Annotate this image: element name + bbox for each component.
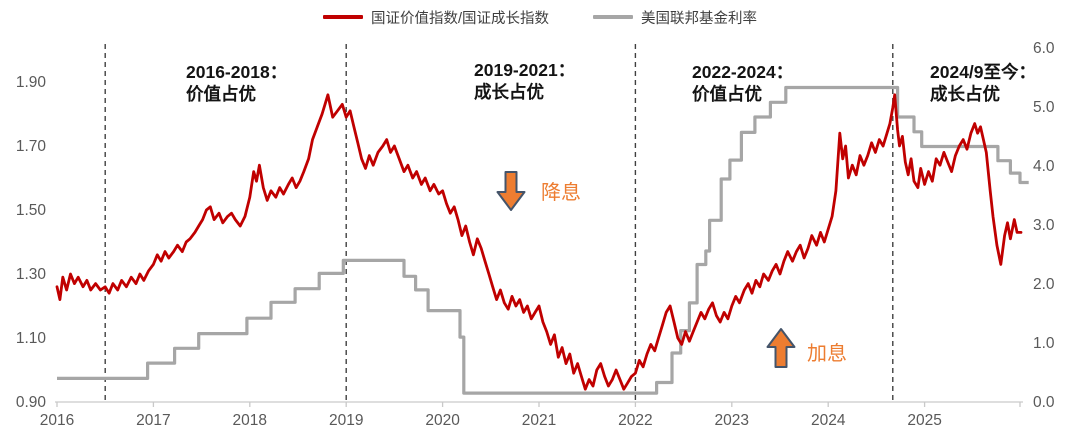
legend: 国证价值指数/国证成长指数 美国联邦基金利率 — [0, 6, 1080, 28]
annotation-winner-text: 成长占优 — [930, 84, 1000, 104]
y-axis-left-label: 1.30 — [16, 266, 47, 283]
value-growth-ratio-swatch-icon — [322, 15, 363, 19]
fed-funds-rate-legend-label: 美国联邦基金利率 — [641, 10, 758, 27]
legend-item-fed-funds-rate: 美国联邦基金利率 — [593, 7, 757, 28]
y-axis-left-label: 1.70 — [16, 138, 47, 155]
y-axis-right-label: 1.0 — [1033, 335, 1055, 352]
y-axis-right-label: 6.0 — [1033, 40, 1055, 57]
annotation-winner-text: 价值占优 — [692, 84, 762, 104]
x-axis-label: 2019 — [329, 412, 363, 429]
y-axis-left-label: 1.90 — [16, 74, 47, 91]
annotation-period-text: 2022-2024： — [692, 62, 794, 82]
x-axis-label: 2023 — [715, 412, 749, 429]
annotation-2024-9-to-now-growth: 2024/9至今： 成长占优 — [930, 61, 1036, 105]
x-axis-label: 2018 — [233, 412, 267, 429]
y-axis-right-label: 5.0 — [1033, 99, 1055, 116]
x-axis-label: 2024 — [811, 412, 846, 429]
annotation-2022-2024-value: 2022-2024： 价值占优 — [692, 61, 793, 105]
value-growth-ratio-line — [55, 93, 1023, 391]
x-axis-label: 2020 — [425, 412, 460, 429]
fed-funds-rate-swatch-icon — [593, 15, 634, 19]
x-axis-label: 2025 — [907, 412, 941, 429]
x-axis-label: 2022 — [618, 412, 652, 429]
y-axis-right-label: 4.0 — [1033, 158, 1055, 175]
y-axis-right-label: 3.0 — [1033, 217, 1055, 234]
y-axis-right-label: 2.0 — [1033, 276, 1055, 293]
fed-funds-rate-line — [57, 85, 1029, 395]
annotation-period-text: 2024/9至今： — [930, 62, 1037, 82]
x-axis-label: 2017 — [136, 412, 170, 429]
annotation-2016-2018-value: 2016-2018： 价值占优 — [186, 61, 287, 105]
rate-cut-label: 降息 — [541, 182, 581, 204]
x-axis-label: 2016 — [40, 412, 74, 429]
rate-hike-label: 加息 — [807, 343, 847, 365]
annotation-winner-text: 成长占优 — [474, 82, 544, 102]
y-axis-left-label: 1.50 — [16, 202, 47, 219]
x-axis-label: 2021 — [522, 412, 556, 429]
y-axis-right-label: 0.0 — [1033, 394, 1055, 411]
legend-item-value-growth-ratio: 国证价值指数/国证成长指数 — [322, 7, 550, 28]
y-axis-left-label: 1.10 — [16, 330, 47, 347]
annotation-2019-2021-growth: 2019-2021： 成长占优 — [474, 59, 575, 103]
rate-cut-down-arrow-icon — [496, 171, 526, 211]
annotation-winner-text: 价值占优 — [186, 84, 256, 104]
value-growth-ratio-legend-label: 国证价值指数/国证成长指数 — [370, 10, 550, 27]
annotation-period-text: 2016-2018： — [186, 62, 288, 82]
y-axis-left-label: 0.90 — [16, 394, 47, 411]
annotation-period-text: 2019-2021： — [474, 60, 576, 80]
rate-hike-up-arrow-icon — [766, 328, 796, 368]
